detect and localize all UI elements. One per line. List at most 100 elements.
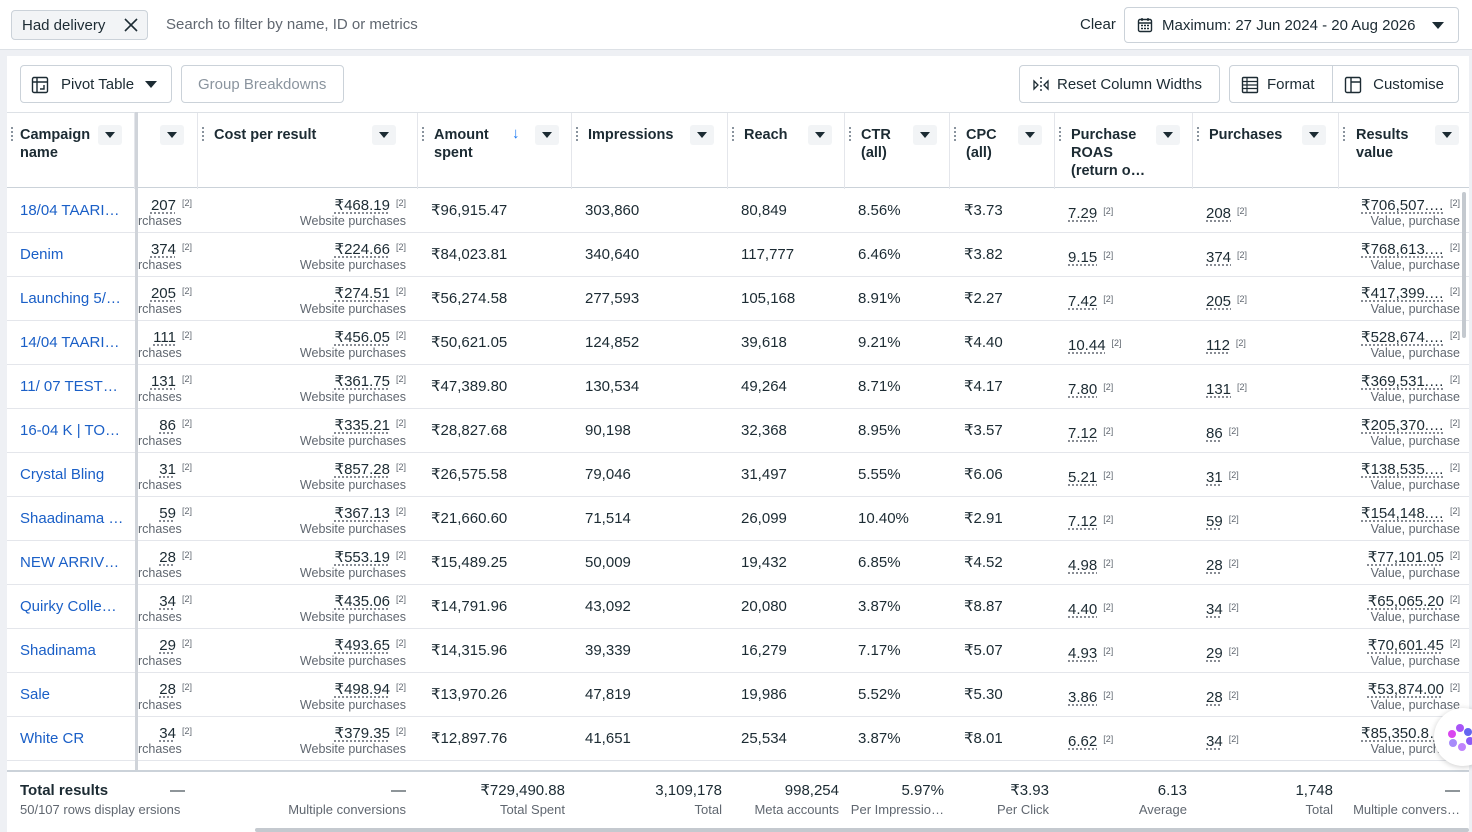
horizontal-scrollbar[interactable] bbox=[255, 828, 1469, 832]
purchases-value[interactable]: 374 bbox=[1206, 249, 1232, 266]
table-row[interactable]: 18/04 TAARI… 207 [2] rchases ₹468.19 [2] Websi… bbox=[7, 189, 1469, 233]
clear-button[interactable]: Clear bbox=[1080, 16, 1116, 33]
group-breakdowns-button[interactable]: Group Breakdowns bbox=[181, 65, 344, 103]
purchases-value[interactable]: 112 bbox=[1206, 337, 1230, 354]
purchase-roas-value[interactable]: 7.12 bbox=[1068, 513, 1098, 530]
format-button[interactable]: Format bbox=[1230, 66, 1334, 102]
cost-per-result-value[interactable]: ₹435.06 bbox=[334, 593, 390, 610]
results-value-amount[interactable]: ₹53,874.00 bbox=[1367, 681, 1444, 698]
results-value-amount[interactable]: ₹65,065.20 bbox=[1367, 593, 1444, 610]
table-row[interactable]: Crystal Bling 31 [2] rchases ₹857.28 [2] Websi… bbox=[7, 453, 1469, 497]
table-row[interactable]: 16-04 K | TO… 86 [2] rchases ₹335.21 [2] Websi… bbox=[7, 409, 1469, 453]
purchases-value[interactable]: 205 bbox=[1206, 293, 1232, 310]
results-value-amount[interactable]: ₹138,535.… bbox=[1361, 461, 1444, 478]
results-value-amount[interactable]: ₹369,531.… bbox=[1361, 373, 1444, 390]
results-value[interactable]: 205 bbox=[150, 285, 176, 302]
search-input[interactable]: Search to filter by name, ID or metrics bbox=[166, 16, 418, 33]
chevron-down-icon[interactable] bbox=[535, 125, 559, 145]
drag-handle-icon[interactable] bbox=[849, 127, 851, 141]
results-value-amount[interactable]: ₹154,148.… bbox=[1361, 505, 1444, 522]
results-value[interactable]: 28 bbox=[159, 549, 176, 566]
customise-button[interactable]: Customise bbox=[1333, 66, 1458, 102]
cost-per-result-value[interactable]: ₹367.13 bbox=[334, 505, 390, 522]
frozen-column-divider[interactable] bbox=[135, 112, 138, 832]
purchases-value[interactable]: 34 bbox=[1206, 733, 1223, 750]
drag-handle-icon[interactable] bbox=[954, 127, 956, 141]
column-header-results-value[interactable]: Results value bbox=[1339, 113, 1469, 189]
results-value-amount[interactable]: ₹528,674.… bbox=[1361, 329, 1444, 346]
purchase-roas-value[interactable]: 4.93 bbox=[1068, 645, 1098, 662]
results-value[interactable]: 86 bbox=[159, 417, 176, 434]
cost-per-result-value[interactable]: ₹335.21 bbox=[334, 417, 390, 434]
cost-per-result-value[interactable]: ₹468.19 bbox=[334, 197, 390, 214]
results-value-amount[interactable]: ₹70,601.45 bbox=[1367, 637, 1444, 654]
cost-per-result-value[interactable]: ₹456.05 bbox=[334, 329, 390, 346]
campaign-name-link[interactable]: Launching 5/… bbox=[20, 290, 121, 307]
purchases-value[interactable]: 208 bbox=[1206, 205, 1232, 222]
cost-per-result-value[interactable]: ₹224.66 bbox=[334, 241, 390, 258]
table-row[interactable]: NEW ARRIV… 28 [2] rchases ₹553.19 [2] Website … bbox=[7, 541, 1469, 585]
table-row[interactable]: 11/ 07 TEST… 131 [2] rchases ₹361.75 [2] Websi… bbox=[7, 365, 1469, 409]
table-row[interactable]: Sale 28 [2] rchases ₹498.94 [2] Website purcha… bbox=[7, 673, 1469, 717]
drag-handle-icon[interactable] bbox=[202, 127, 204, 141]
campaign-name-link[interactable]: Shadinama bbox=[20, 642, 96, 659]
purchases-value[interactable]: 28 bbox=[1206, 689, 1223, 706]
column-header-purchases[interactable]: Purchases bbox=[1193, 113, 1339, 189]
purchase-roas-value[interactable]: 7.80 bbox=[1068, 381, 1098, 398]
results-value[interactable]: 131 bbox=[150, 373, 176, 390]
results-value[interactable]: 31 bbox=[159, 461, 176, 478]
campaign-name-link[interactable]: 16-04 K | TO… bbox=[20, 422, 121, 439]
column-header-cpc[interactable]: CPC (all) bbox=[950, 113, 1055, 189]
purchase-roas-value[interactable]: 10.44 bbox=[1068, 337, 1106, 354]
column-header-amount-spent[interactable]: Amount spent ↓ bbox=[418, 113, 572, 189]
table-row[interactable]: 14/04 TAARI… 111 [2] rchases ₹456.05 [2] Websi… bbox=[7, 321, 1469, 365]
drag-handle-icon[interactable] bbox=[1059, 127, 1061, 141]
campaign-name-link[interactable]: NEW ARRIV… bbox=[20, 554, 120, 571]
purchases-value[interactable]: 59 bbox=[1206, 513, 1223, 530]
drag-handle-icon[interactable] bbox=[11, 127, 13, 141]
purchases-value[interactable]: 29 bbox=[1206, 645, 1223, 662]
vertical-scrollbar[interactable] bbox=[1462, 192, 1466, 338]
chevron-down-icon[interactable] bbox=[1156, 125, 1180, 145]
chevron-down-icon[interactable] bbox=[1018, 125, 1042, 145]
chevron-down-icon[interactable] bbox=[913, 125, 937, 145]
campaign-name-link[interactable]: 14/04 TAARI… bbox=[20, 334, 120, 351]
chevron-down-icon[interactable] bbox=[98, 125, 122, 145]
chevron-down-icon[interactable] bbox=[1435, 125, 1459, 145]
date-range-picker[interactable]: Maximum: 27 Jun 2024 - 20 Aug 2026 bbox=[1124, 7, 1459, 43]
cost-per-result-value[interactable]: ₹857.28 bbox=[334, 461, 390, 478]
purchase-roas-value[interactable]: 4.98 bbox=[1068, 557, 1098, 574]
drag-handle-icon[interactable] bbox=[422, 127, 424, 141]
results-value[interactable]: 28 bbox=[159, 681, 176, 698]
purchase-roas-value[interactable]: 7.12 bbox=[1068, 425, 1098, 442]
purchases-value[interactable]: 34 bbox=[1206, 601, 1223, 618]
drag-handle-icon[interactable] bbox=[576, 127, 578, 141]
purchase-roas-value[interactable]: 3.86 bbox=[1068, 689, 1098, 706]
results-value[interactable]: 374 bbox=[150, 241, 176, 258]
results-value[interactable]: 59 bbox=[159, 505, 176, 522]
campaign-name-link[interactable]: White CR bbox=[20, 730, 85, 747]
filter-chip[interactable]: Had delivery bbox=[11, 10, 148, 40]
cost-per-result-value[interactable]: ₹498.94 bbox=[334, 681, 390, 698]
results-value[interactable]: 29 bbox=[159, 637, 176, 654]
purchases-value[interactable]: 131 bbox=[1206, 381, 1232, 398]
cost-per-result-value[interactable]: ₹493.65 bbox=[334, 637, 390, 654]
campaign-name-link[interactable]: Sale bbox=[20, 686, 51, 703]
results-value[interactable]: 34 bbox=[159, 593, 176, 610]
purchase-roas-value[interactable]: 7.42 bbox=[1068, 293, 1098, 310]
close-icon[interactable] bbox=[123, 17, 139, 33]
chevron-down-icon[interactable] bbox=[1302, 125, 1326, 145]
drag-handle-icon[interactable] bbox=[1197, 127, 1199, 141]
results-value-amount[interactable]: ₹768,613.… bbox=[1361, 241, 1444, 258]
table-row[interactable]: Launching 5/… 205 [2] rchases ₹274.51 [2] Webs… bbox=[7, 277, 1469, 321]
purchase-roas-value[interactable]: 4.40 bbox=[1068, 601, 1098, 618]
table-row[interactable]: Shadinama 29 [2] rchases ₹493.65 [2] Website p… bbox=[7, 629, 1469, 673]
results-value[interactable]: 111 bbox=[153, 329, 176, 346]
results-value-amount[interactable]: ₹85,350.8… bbox=[1361, 725, 1444, 742]
cost-per-result-value[interactable]: ₹553.19 bbox=[334, 549, 390, 566]
column-header-purchase-roas[interactable]: Purchase ROAS (return o… bbox=[1055, 113, 1193, 189]
column-header-campaign-name[interactable]: Campaign name bbox=[7, 113, 135, 189]
column-header-reach[interactable]: Reach bbox=[728, 113, 845, 189]
campaign-name-link[interactable]: 18/04 TAARI… bbox=[20, 202, 120, 219]
cost-per-result-value[interactable]: ₹361.75 bbox=[334, 373, 390, 390]
